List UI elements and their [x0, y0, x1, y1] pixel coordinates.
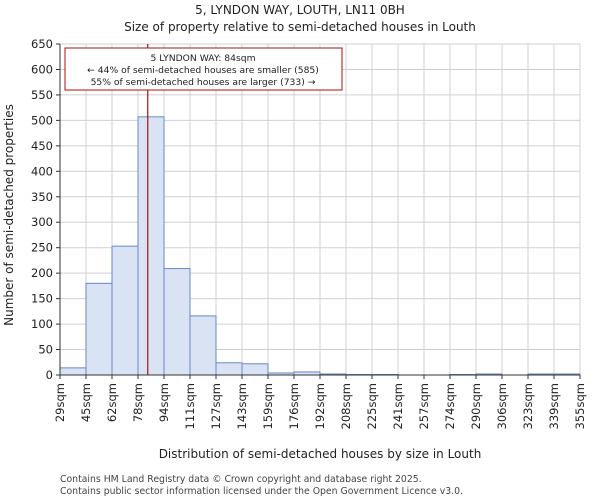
x-tick-label: 192sqm — [313, 383, 327, 429]
y-tick-label: 350 — [31, 190, 53, 204]
annotation-line-1: 5 LYNDON WAY: 84sqm — [150, 53, 255, 64]
bar-78sqm — [137, 116, 165, 376]
bar-111sqm — [189, 315, 217, 376]
x-tick-label: 176sqm — [287, 383, 301, 429]
x-tick-label: 143sqm — [235, 383, 249, 429]
x-tick-label: 94sqm — [157, 383, 171, 422]
y-tick-label: 0 — [46, 368, 53, 382]
x-tick-label: 208sqm — [339, 383, 353, 429]
y-tick-label: 500 — [31, 113, 53, 127]
y-axis-label: Number of semi-detached properties — [2, 104, 16, 326]
x-tick-label: 290sqm — [469, 383, 483, 429]
annotation-border — [64, 47, 343, 91]
x-ticks: 29sqm 45sqm 62sqm 78sqm 94sqm 111sqm 127sqm 143… — [53, 375, 587, 429]
footer-line-2: Contains public sector information licen… — [60, 486, 463, 497]
y-tick-label: 600 — [31, 62, 53, 76]
bar-94sqm — [163, 268, 191, 376]
bars — [59, 116, 581, 376]
x-tick-label: 257sqm — [417, 383, 431, 429]
bar-29sqm — [59, 367, 87, 376]
y-ticks: 0 50 100 150 200 250 300 350 400 450 500 550 600 650 — [31, 37, 60, 382]
bar-45sqm — [85, 282, 113, 376]
footer-line-1: Contains HM Land Registry data © Crown c… — [60, 474, 422, 485]
x-tick-label: 241sqm — [391, 383, 405, 429]
bar-127sqm — [215, 362, 243, 376]
annotation-line-3: 55% of semi-detached houses are larger (… — [91, 77, 316, 88]
y-tick-label: 550 — [31, 88, 53, 102]
x-tick-label: 111sqm — [183, 383, 197, 429]
x-tick-label: 62sqm — [105, 383, 119, 422]
x-tick-label: 78sqm — [131, 383, 145, 422]
y-tick-label: 650 — [31, 37, 53, 51]
x-tick-label: 127sqm — [209, 383, 223, 429]
x-tick-label: 225sqm — [365, 383, 379, 429]
y-tick-label: 250 — [31, 241, 53, 255]
annotation-box: 5 LYNDON WAY: 84sqm ← 44% of semi-detach… — [64, 47, 343, 91]
y-tick-label: 400 — [31, 164, 53, 178]
annotation-line-2: ← 44% of semi-detached houses are smalle… — [87, 65, 319, 76]
x-tick-label: 306sqm — [495, 383, 509, 429]
x-tick-label: 323sqm — [521, 383, 535, 429]
x-tick-label: 45sqm — [79, 383, 93, 422]
x-tick-label: 159sqm — [261, 383, 275, 429]
y-tick-label: 450 — [31, 139, 53, 153]
y-tick-label: 200 — [31, 266, 53, 280]
y-tick-label: 100 — [31, 317, 53, 331]
x-tick-label: 29sqm — [53, 383, 67, 422]
chart-title: 5, LYNDON WAY, LOUTH, LN11 0BH — [195, 3, 405, 17]
x-tick-label: 339sqm — [547, 383, 561, 429]
chart-subtitle: Size of property relative to semi-detach… — [124, 20, 476, 34]
y-tick-label: 50 — [38, 343, 53, 357]
bar-62sqm — [111, 245, 139, 376]
x-axis-label: Distribution of semi-detached houses by … — [159, 447, 482, 461]
y-tick-label: 150 — [31, 292, 53, 306]
y-tick-label: 300 — [31, 215, 53, 229]
bar-143sqm — [241, 363, 269, 376]
x-tick-label: 355sqm — [573, 383, 587, 429]
x-tick-label: 274sqm — [443, 383, 457, 429]
